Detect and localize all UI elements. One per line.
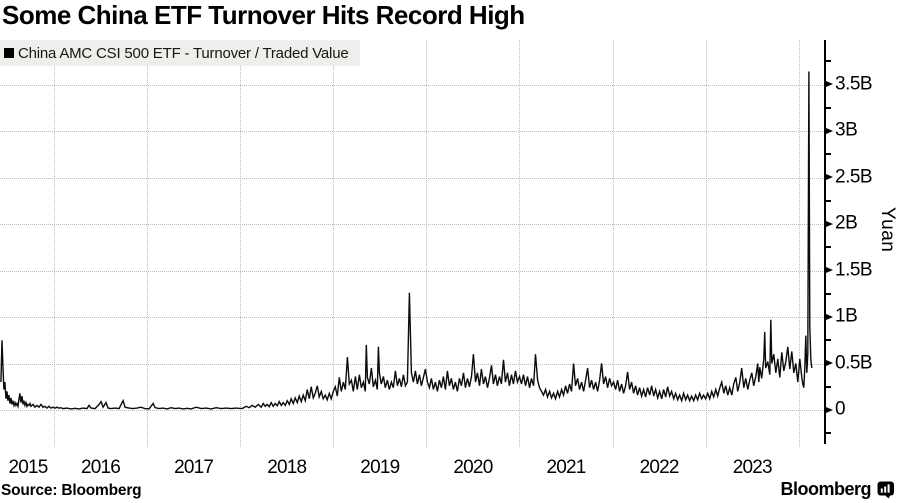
- y-major-tick: [826, 267, 833, 273]
- x-axis-labels: 2015 2016 2017 2018 2019 2020 2021 2022 2023: [0, 457, 899, 479]
- y-tick-label: 3B: [835, 119, 858, 141]
- x-gridline: [519, 40, 521, 447]
- x-tick-label: 2019: [360, 457, 400, 478]
- y-major-tick: [826, 313, 833, 320]
- x-tick-label: 2017: [174, 457, 214, 478]
- x-tick-label: 2018: [267, 457, 307, 478]
- y-axis-line: [824, 40, 826, 444]
- y-tick-label: 0.5B: [835, 352, 873, 374]
- x-gridline: [240, 40, 242, 447]
- y-tick-label: 2.5B: [835, 166, 873, 188]
- x-gridline: [333, 40, 335, 447]
- y-gridline: [0, 317, 825, 318]
- y-minor-tick: [826, 339, 831, 342]
- y-gridline: [0, 224, 825, 225]
- y-gridline: [0, 131, 825, 132]
- source-note: Source: Bloomberg: [1, 482, 142, 499]
- y-minor-tick: [826, 153, 831, 156]
- turnover-series-line: [0, 71, 813, 410]
- y-gridline: [0, 363, 825, 365]
- x-gridline: [612, 40, 614, 447]
- y-minor-tick: [826, 432, 831, 435]
- bloomberg-bars-icon: [877, 481, 894, 498]
- legend-swatch-icon: [4, 48, 14, 58]
- plot-area: 0 0.5B 1B 1.5B 2B 2.5B 3B 3.5B: [0, 38, 899, 448]
- x-tick-label: 2021: [546, 457, 587, 478]
- chart-title: Some China ETF Turnover Hits Record High: [2, 0, 525, 30]
- y-major-tick: [826, 81, 833, 87]
- y-major-tick: [826, 220, 833, 227]
- y-minor-tick: [826, 246, 831, 249]
- legend-label: China AMC CSI 500 ETF - Turnover / Trade…: [18, 44, 349, 62]
- y-axis-title: Yuan: [877, 207, 898, 253]
- y-minor-tick: [826, 199, 831, 202]
- y-gridline: [0, 410, 825, 411]
- y-major-tick: [826, 127, 833, 134]
- y-minor-tick: [826, 106, 831, 109]
- y-tick-label: 0: [835, 398, 846, 420]
- y-major-tick: [826, 174, 833, 180]
- x-gridline: [426, 40, 428, 447]
- x-tick-label: 2023: [732, 457, 773, 478]
- y-minor-tick: [826, 385, 831, 388]
- y-tick-label: 3.5B: [835, 73, 873, 95]
- x-gridline: [53, 40, 55, 447]
- y-major-tick: [826, 360, 833, 366]
- y-minor-tick: [826, 292, 831, 295]
- x-tick-label: 2020: [453, 457, 493, 478]
- y-tick-label: 2B: [835, 212, 858, 234]
- bloomberg-brand: Bloomberg: [780, 479, 895, 500]
- y-gridline: [0, 177, 825, 179]
- legend: China AMC CSI 500 ETF - Turnover / Trade…: [0, 40, 361, 66]
- x-gridline: [798, 40, 800, 447]
- y-minor-tick: [826, 60, 831, 63]
- x-tick-label: 2016: [81, 457, 121, 478]
- bloomberg-wordmark: Bloomberg: [780, 479, 871, 499]
- y-gridline: [0, 84, 825, 86]
- y-gridline: [0, 270, 825, 272]
- y-tick-label: 1B: [835, 305, 858, 327]
- x-tick-label: 2022: [639, 457, 680, 478]
- x-gridline: [705, 40, 707, 447]
- y-major-tick: [826, 406, 833, 413]
- x-tick-label: 2015: [8, 457, 48, 478]
- y-tick-label: 1.5B: [835, 259, 873, 281]
- x-gridline: [147, 40, 149, 447]
